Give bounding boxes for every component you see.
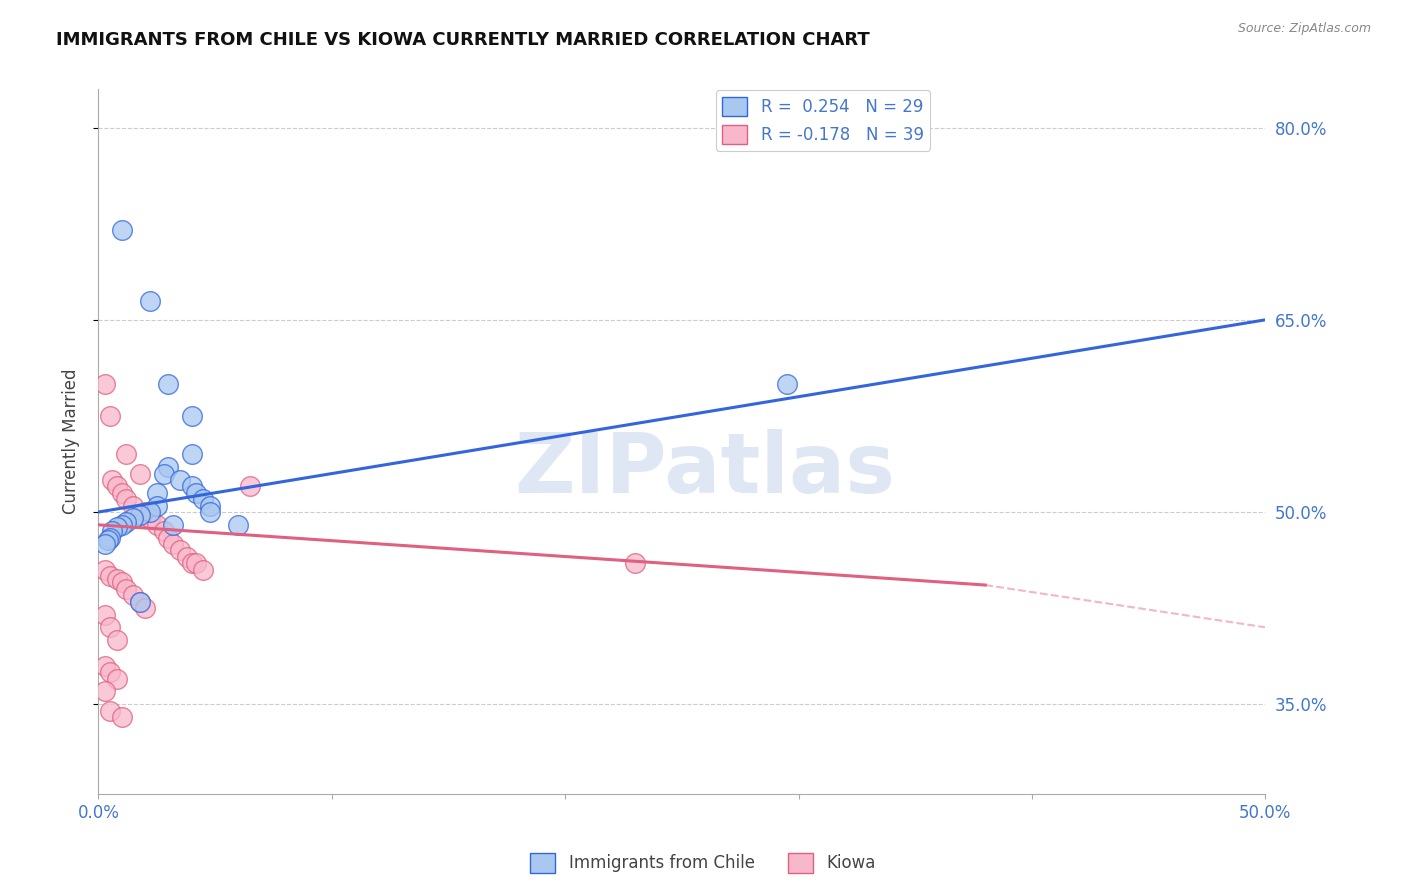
Point [146, 517, 169, 532]
Point [146, 485, 169, 500]
Point [94, 607, 117, 622]
Point [162, 537, 184, 551]
Point [111, 710, 134, 724]
Point [129, 595, 152, 609]
Point [200, 499, 222, 513]
Point [115, 492, 138, 507]
Point [200, 505, 222, 519]
Point [129, 595, 152, 609]
Point [157, 376, 180, 391]
Point [115, 447, 138, 461]
Point [152, 467, 174, 481]
Point [162, 517, 184, 532]
Point [98, 569, 121, 583]
Point [111, 575, 134, 590]
Point [134, 601, 156, 615]
Point [157, 531, 180, 545]
Point [105, 572, 128, 586]
Point [111, 485, 134, 500]
Point [239, 479, 262, 493]
Point [776, 376, 799, 391]
Point [94, 563, 117, 577]
Point [169, 543, 191, 558]
Point [94, 537, 117, 551]
Point [139, 511, 162, 525]
Point [624, 556, 647, 570]
Point [122, 499, 145, 513]
Point [98, 620, 121, 634]
Point [101, 473, 124, 487]
Point [111, 223, 134, 237]
Point [105, 479, 128, 493]
Point [180, 447, 202, 461]
Point [193, 563, 215, 577]
Point [139, 293, 162, 308]
Point [98, 531, 121, 545]
Point [157, 460, 180, 475]
Point [176, 549, 198, 564]
Point [98, 665, 121, 680]
Legend: Immigrants from Chile, Kiowa: Immigrants from Chile, Kiowa [523, 847, 883, 880]
Point [122, 511, 145, 525]
Point [180, 409, 202, 423]
Point [186, 485, 208, 500]
Point [152, 524, 174, 539]
Point [105, 520, 128, 534]
Point [94, 684, 117, 698]
Text: ZIPatlas: ZIPatlas [515, 429, 896, 510]
Point [186, 556, 208, 570]
Point [115, 582, 138, 596]
Point [169, 473, 191, 487]
Point [180, 479, 202, 493]
Legend: R =  0.254   N = 29, R = -0.178   N = 39: R = 0.254 N = 29, R = -0.178 N = 39 [716, 90, 931, 151]
Y-axis label: Currently Married: Currently Married [62, 368, 80, 515]
Point [105, 672, 128, 686]
Point [94, 658, 117, 673]
Point [122, 588, 145, 602]
Point [105, 633, 128, 648]
Point [111, 517, 134, 532]
Point [101, 524, 124, 539]
Point [129, 508, 152, 522]
Point [97, 533, 120, 548]
Point [98, 704, 121, 718]
Point [146, 499, 169, 513]
Point [139, 505, 162, 519]
Text: Source: ZipAtlas.com: Source: ZipAtlas.com [1237, 22, 1371, 36]
Point [115, 515, 138, 529]
Text: IMMIGRANTS FROM CHILE VS KIOWA CURRENTLY MARRIED CORRELATION CHART: IMMIGRANTS FROM CHILE VS KIOWA CURRENTLY… [56, 31, 870, 49]
Point [94, 376, 117, 391]
Point [228, 517, 250, 532]
Point [193, 492, 215, 507]
Point [180, 556, 202, 570]
Point [129, 467, 152, 481]
Point [134, 505, 156, 519]
Point [98, 409, 121, 423]
